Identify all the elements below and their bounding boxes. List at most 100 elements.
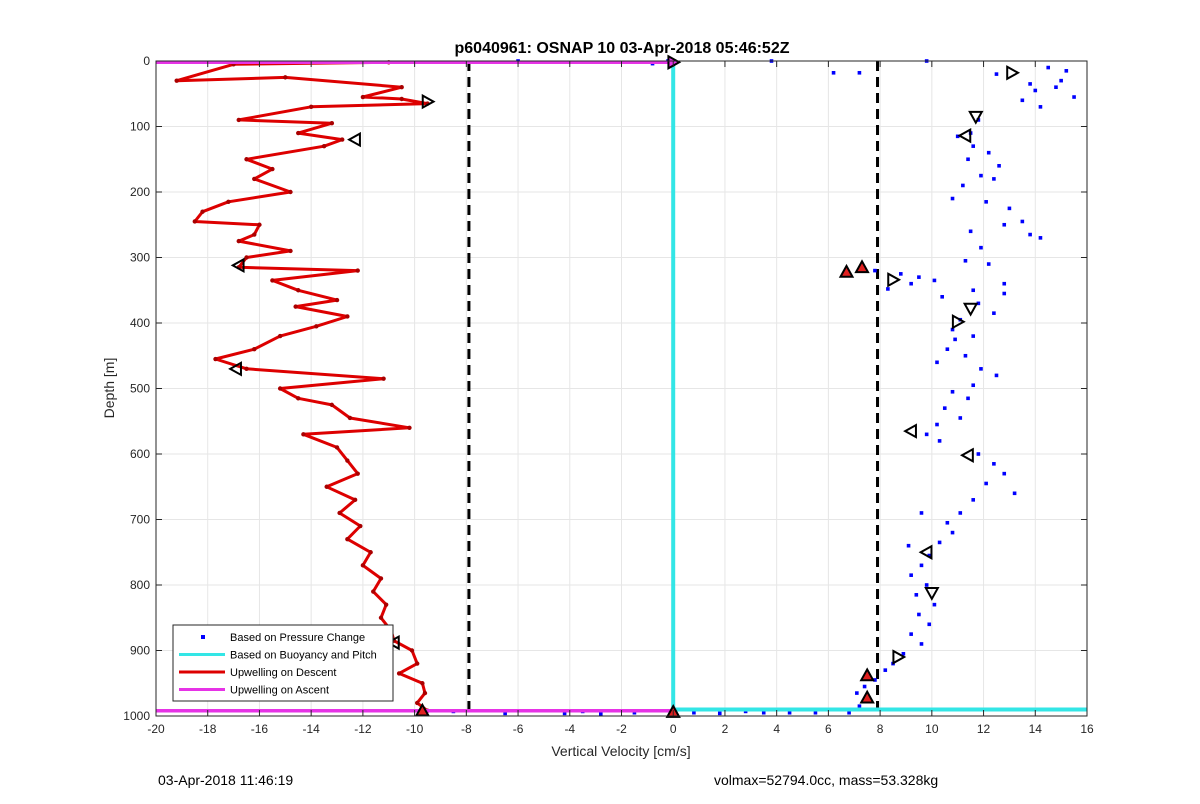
pressure-point: [562, 711, 567, 716]
pressure-point: [917, 275, 921, 279]
descent-point: [407, 425, 412, 430]
descent-point: [296, 396, 301, 401]
pressure-point: [919, 563, 924, 568]
pressure-point: [901, 651, 906, 656]
pressure-point: [919, 642, 924, 646]
legend-label: Based on Buoyancy and Pitch: [230, 650, 377, 662]
pressure-point: [986, 262, 991, 266]
pressure-point: [971, 144, 976, 148]
y-tick-label: 500: [130, 382, 150, 396]
pressure-point: [909, 632, 913, 636]
x-tick-label: 6: [825, 722, 832, 736]
descent-point: [329, 402, 335, 408]
pressure-point: [961, 183, 965, 188]
descent-point: [355, 471, 360, 476]
y-tick-label: 200: [130, 185, 150, 199]
pressure-point: [992, 311, 996, 315]
descent-line: [175, 60, 429, 712]
footer-vehicle-info: volmax=52794.0cc, mass=53.328kg: [714, 772, 939, 788]
descent-point: [192, 219, 197, 224]
pressure-point: [997, 164, 1001, 168]
pressure-point: [971, 498, 976, 502]
descent-point: [378, 576, 384, 581]
descent-point: [420, 681, 425, 686]
descent-point: [226, 199, 231, 205]
x-tick-label: 4: [773, 722, 780, 736]
y-axis-label: Depth [m]: [101, 358, 117, 419]
descent-point: [337, 510, 342, 516]
descent-point: [360, 94, 366, 100]
triangle-marker: [968, 110, 984, 125]
pressure-point: [1064, 69, 1069, 73]
descent-point: [409, 648, 415, 653]
y-tick-label: 300: [130, 251, 150, 265]
descent-point: [270, 278, 275, 283]
pressure-point: [935, 422, 939, 427]
descent-point: [236, 238, 241, 244]
pressure-point: [1072, 95, 1076, 99]
pressure-point: [761, 710, 766, 715]
pressure-point: [927, 553, 932, 558]
pressure-point: [1054, 85, 1058, 89]
pressure-point: [955, 134, 960, 139]
triangle-marker: [957, 127, 972, 144]
x-axis-label: Vertical Velocity [cm/s]: [551, 743, 690, 759]
pressure-point: [924, 432, 929, 437]
triangle-marker: [924, 587, 940, 601]
descent-point: [345, 536, 350, 542]
pressure-point: [994, 72, 999, 76]
pressure-point: [984, 200, 988, 204]
descent-point: [399, 85, 404, 90]
descent-point: [257, 222, 262, 227]
pressure-point: [968, 229, 973, 234]
pressure-point: [979, 367, 983, 371]
pressure-point: [914, 593, 919, 597]
descent-point: [288, 248, 293, 254]
descent-point: [314, 324, 319, 329]
descent-point: [236, 117, 241, 123]
descent-point: [321, 143, 327, 149]
pressure-point: [958, 511, 963, 515]
legend-label: Upwelling on Ascent: [230, 685, 329, 697]
pressure-point: [966, 396, 970, 401]
triangle-marker: [1006, 65, 1021, 81]
pressure-point: [599, 712, 603, 716]
pressure-point: [950, 196, 955, 201]
pressure-point: [1012, 491, 1017, 496]
footer-timestamp: 03-Apr-2018 11:46:19: [158, 772, 294, 788]
x-tick-label: 14: [1029, 722, 1043, 736]
triangle-marker: [859, 667, 875, 682]
pressure-point: [953, 337, 957, 342]
x-tick-label: -8: [461, 722, 472, 736]
pressure-point: [992, 177, 996, 181]
x-tick-label: 0: [670, 722, 677, 736]
descent-point: [277, 386, 283, 391]
x-tick-label: -6: [513, 722, 524, 736]
pressure-point: [917, 612, 921, 617]
pressure-point: [940, 295, 944, 299]
pressure-point: [909, 281, 913, 286]
pressure-point: [992, 462, 996, 466]
axes: -20 -18 -16 -14 -12 -10 -8 -6 -4 -2 0 2 4 6 8 10 12 14 160…: [123, 54, 1094, 736]
pressure-point: [847, 710, 851, 715]
x-tick-label: -4: [564, 722, 575, 736]
legend-swatch: [201, 635, 205, 639]
pressure-point: [1059, 78, 1063, 83]
triangle-marker: [962, 302, 979, 317]
y-tick-label: 0: [143, 54, 150, 68]
pressure-point: [873, 268, 877, 273]
descent-point: [414, 661, 420, 666]
pressure-point: [813, 710, 818, 715]
descent-point: [329, 121, 335, 126]
descent-point: [381, 376, 386, 381]
triangle-marker: [230, 257, 245, 274]
descent-point: [301, 432, 306, 437]
x-tick-label: -10: [406, 722, 424, 736]
pressure-point: [1007, 206, 1012, 211]
descent-point: [277, 333, 283, 339]
pressure-point: [632, 710, 637, 715]
pressure-point: [994, 373, 999, 378]
pressure-point: [963, 353, 968, 358]
y-tick-label: 400: [130, 316, 150, 330]
